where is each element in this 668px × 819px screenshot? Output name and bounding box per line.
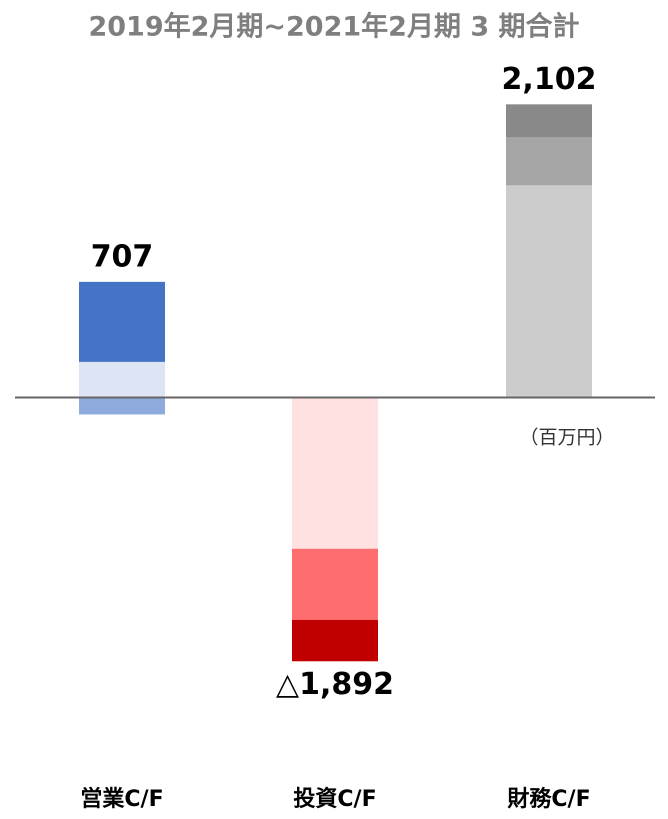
bar-segment bbox=[292, 548, 378, 620]
x-tick-label: 営業C/F bbox=[80, 786, 163, 812]
bar-segment bbox=[506, 185, 592, 398]
bar-segment bbox=[79, 281, 165, 362]
x-tick-label: 財務C/F bbox=[507, 786, 590, 812]
bar-segment bbox=[506, 137, 592, 186]
value-label: 2,102 bbox=[502, 62, 597, 97]
bar-segment bbox=[506, 104, 592, 138]
bar-segment bbox=[79, 397, 165, 415]
unit-label: （百万円） bbox=[519, 427, 614, 449]
x-tick-label: 投資C/F bbox=[293, 786, 376, 812]
value-label: 707 bbox=[91, 239, 154, 274]
bar-segment bbox=[79, 361, 165, 398]
bar-segment bbox=[292, 619, 378, 662]
bar-segment bbox=[292, 397, 378, 549]
chart-title: 2019年2月期~2021年2月期 3 期合計 bbox=[88, 11, 579, 43]
value-label: △1,892 bbox=[276, 667, 394, 702]
